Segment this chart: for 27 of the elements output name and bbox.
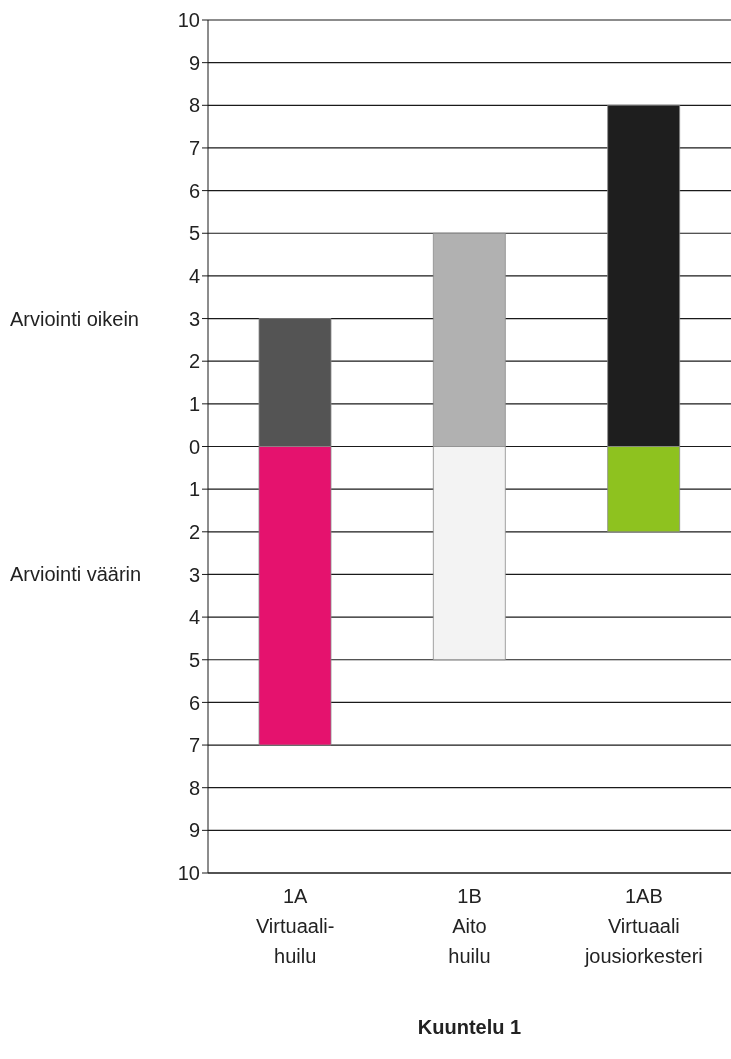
y-tick-label: 4 — [188, 265, 200, 287]
y-tick-label: 3 — [188, 563, 200, 586]
y-tick-label: 8 — [188, 776, 200, 799]
x-tick-label: 1A Virtuaali- huilu — [255, 885, 335, 967]
y-tick-label: 6 — [188, 179, 200, 202]
y-tick-label: 4 — [188, 606, 200, 629]
y-tick-label: 9 — [188, 51, 200, 74]
y-tick-label: 7 — [188, 734, 200, 757]
y-tick-label: 0 — [188, 435, 200, 458]
x-axis-title: Kuuntelu 1 — [417, 1016, 522, 1038]
x-tick-label: 1B Aito huilu — [448, 885, 491, 967]
y-tick-label: 10 — [177, 9, 200, 32]
y-tick-label: 5 — [188, 648, 200, 671]
y-tick-label: 9 — [188, 819, 200, 842]
text: Arviointi väärin — [10, 562, 142, 588]
y-tick-label: 10 — [177, 862, 200, 885]
y-tick-label: 2 — [188, 520, 200, 543]
y-tick-label: 8 — [188, 94, 200, 117]
y-tick-label: 1 — [188, 478, 200, 501]
y-tick-label: 2 — [188, 350, 200, 373]
y-tick-label: 1 — [188, 392, 200, 415]
text: Arviointi oikein — [10, 306, 139, 332]
y-tick-label: 5 — [188, 222, 200, 245]
y-tick-label: 3 — [188, 307, 200, 330]
y-tick-label: 6 — [188, 691, 200, 714]
y-tick-label: 7 — [188, 137, 200, 160]
x-tick-label: 1AB Virtuaali jousiorkesteri — [583, 885, 703, 967]
